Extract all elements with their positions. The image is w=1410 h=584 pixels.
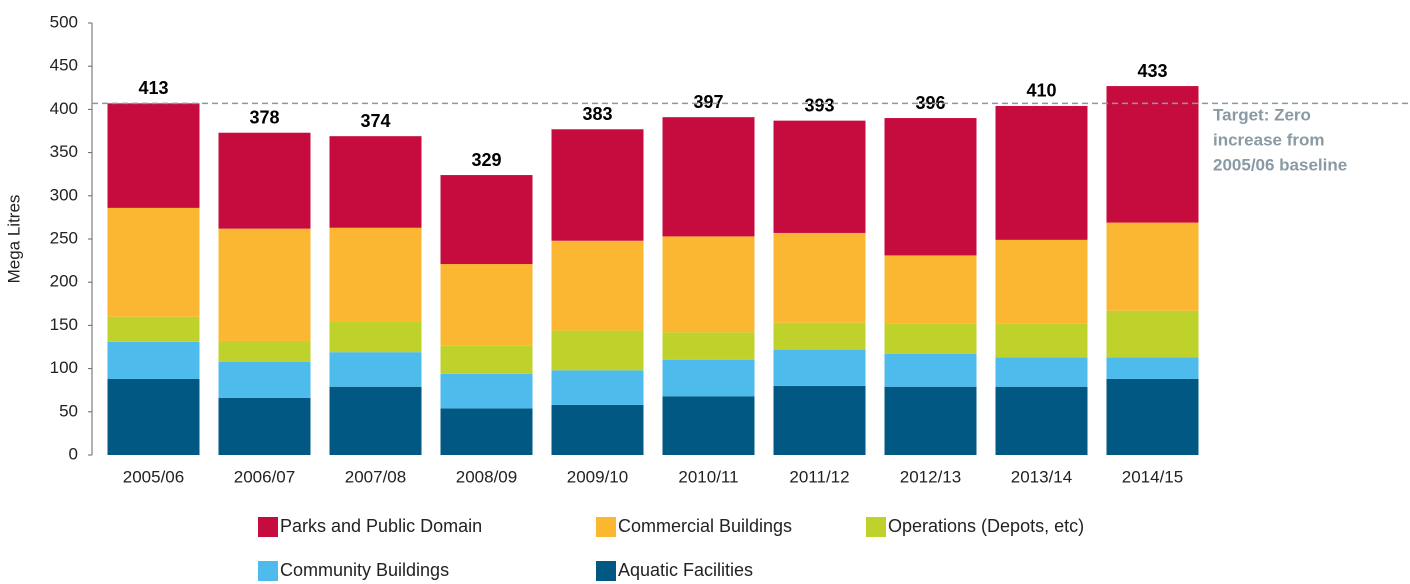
bar-segment: [329, 352, 422, 387]
bar-segment: [884, 255, 977, 324]
bar-segment: [995, 323, 1088, 358]
legend-label: Community Buildings: [280, 560, 449, 580]
bar-segment: [551, 240, 644, 331]
bar-segment: [995, 239, 1088, 324]
x-tick-label: 2012/13: [900, 467, 961, 486]
legend-swatch: [866, 517, 886, 537]
bar-segment: [551, 129, 644, 241]
y-tick-label: 350: [50, 142, 78, 161]
y-tick-label: 100: [50, 358, 78, 377]
x-tick-label: 2005/06: [123, 467, 184, 486]
bar-segment: [218, 228, 311, 341]
bar-segment: [440, 175, 533, 265]
bar-segment: [773, 349, 866, 386]
legend-label: Parks and Public Domain: [280, 516, 482, 536]
target-annotation: increase from: [1213, 130, 1325, 149]
x-tick-label: 2008/09: [456, 467, 517, 486]
bar-segment: [440, 264, 533, 346]
x-tick-label: 2009/10: [567, 467, 628, 486]
bar-segment: [773, 120, 866, 233]
y-tick-label: 200: [50, 272, 78, 291]
bar-segment: [218, 132, 311, 229]
legend-label: Commercial Buildings: [618, 516, 792, 536]
x-tick-label: 2013/14: [1011, 467, 1072, 486]
bar-segment: [662, 236, 755, 333]
bar-segment: [440, 408, 533, 455]
bar-segment: [884, 386, 977, 455]
bar-segment: [329, 386, 422, 455]
bar-segment: [107, 378, 200, 455]
y-tick-label: 500: [50, 12, 78, 31]
bar-segment: [884, 118, 977, 256]
bar-segment: [329, 321, 422, 353]
legend-swatch: [258, 561, 278, 581]
bar-segment: [995, 357, 1088, 387]
bar-segment: [1106, 378, 1199, 455]
total-label: 396: [915, 93, 945, 113]
bar-segment: [329, 136, 422, 228]
x-tick-label: 2010/11: [678, 467, 738, 486]
y-tick-label: 150: [50, 315, 78, 334]
bar-segment: [662, 396, 755, 455]
x-tick-label: 2011/12: [789, 467, 849, 486]
y-tick-label: 250: [50, 228, 78, 247]
x-tick-label: 2006/07: [234, 467, 295, 486]
bar-segment: [884, 353, 977, 387]
legend-label: Aquatic Facilities: [618, 560, 753, 580]
bar-segment: [107, 103, 200, 208]
bar-segment: [218, 397, 311, 455]
total-label: 410: [1026, 81, 1056, 101]
y-tick-label: 450: [50, 56, 78, 75]
bar-segment: [107, 207, 200, 317]
legend-swatch: [258, 517, 278, 537]
total-label: 378: [249, 107, 279, 127]
bar-segment: [107, 341, 200, 379]
bar-segment: [773, 322, 866, 350]
legend-label: Operations (Depots, etc): [888, 516, 1084, 536]
total-label: 393: [804, 95, 834, 115]
bar-segment: [662, 117, 755, 237]
bar-segment: [995, 105, 1088, 240]
total-label: 413: [138, 78, 168, 98]
bar-segment: [551, 404, 644, 455]
bar-segment: [884, 323, 977, 354]
target-annotation: 2005/06 baseline: [1213, 155, 1347, 174]
bar-segment: [440, 345, 533, 374]
bar-segment: [218, 361, 311, 398]
bar-segment: [218, 340, 311, 362]
bar-segment: [773, 385, 866, 455]
total-label: 374: [360, 111, 390, 131]
total-label: 329: [471, 150, 501, 170]
x-tick-label: 2007/08: [345, 467, 406, 486]
y-tick-label: 300: [50, 185, 78, 204]
y-axis-label: Mega Litres: [4, 195, 23, 284]
target-annotation: Target: Zero: [1213, 105, 1311, 124]
y-tick-label: 400: [50, 99, 78, 118]
bar-segment: [551, 370, 644, 405]
total-label: 433: [1137, 61, 1167, 81]
bar-segment: [1106, 310, 1199, 358]
bar-segment: [662, 359, 755, 397]
legend-swatch: [596, 561, 616, 581]
bar-segment: [329, 227, 422, 322]
bar-segment: [995, 386, 1088, 455]
bar-segment: [662, 332, 755, 360]
total-label: 383: [582, 104, 612, 124]
total-label: 397: [693, 92, 723, 112]
y-tick-label: 0: [69, 444, 78, 463]
bar-segment: [1106, 86, 1199, 223]
bar-segment: [107, 316, 200, 342]
legend-swatch: [596, 517, 616, 537]
x-tick-label: 2014/15: [1122, 467, 1183, 486]
bar-segment: [551, 330, 644, 371]
bar-segment: [440, 373, 533, 409]
bar-segment: [773, 232, 866, 323]
bar-segment: [1106, 222, 1199, 311]
bar-segment: [1106, 357, 1199, 379]
y-tick-label: 50: [59, 401, 78, 420]
